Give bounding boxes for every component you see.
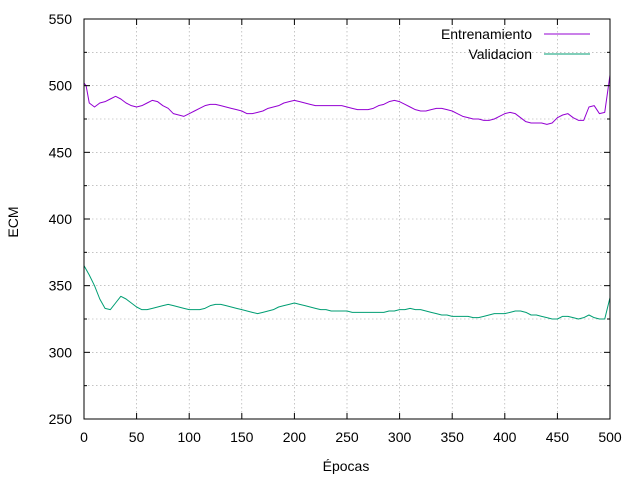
y-tick-label: 300 <box>49 344 73 360</box>
y-tick-label: 350 <box>49 278 73 294</box>
x-tick-label: 250 <box>335 429 359 445</box>
legend: Entrenamiento Validacion <box>441 26 590 62</box>
y-tick-label: 450 <box>49 144 73 160</box>
x-tick-label: 100 <box>178 429 202 445</box>
y-tick-label: 400 <box>49 211 73 227</box>
x-tick-label: 200 <box>283 429 307 445</box>
series-layer <box>83 74 611 320</box>
y-axis-label: ECM <box>5 206 21 237</box>
x-tick-label: 450 <box>546 429 570 445</box>
x-tick-label: 150 <box>230 429 254 445</box>
axes: 0 50 100 150 200 250 300 350 400 450 500 250 300 350 4… <box>49 11 622 445</box>
series-line-entrenamiento <box>83 74 611 125</box>
y-tick-label: 550 <box>49 11 73 27</box>
x-tick-label: 400 <box>493 429 517 445</box>
grid <box>84 19 610 419</box>
legend-label-validacion: Validacion <box>468 46 532 62</box>
x-axis-label: Épocas <box>323 458 370 474</box>
legend-label-entrenamiento: Entrenamiento <box>441 26 532 42</box>
x-tick-label: 500 <box>598 429 622 445</box>
series-line-validacion <box>83 265 611 320</box>
y-tick-label: 250 <box>49 411 73 427</box>
x-tick-label: 50 <box>129 429 145 445</box>
x-tick-label: 0 <box>80 429 88 445</box>
x-tick-label: 350 <box>441 429 465 445</box>
y-tick-label: 500 <box>49 78 73 94</box>
x-tick-label: 300 <box>388 429 412 445</box>
